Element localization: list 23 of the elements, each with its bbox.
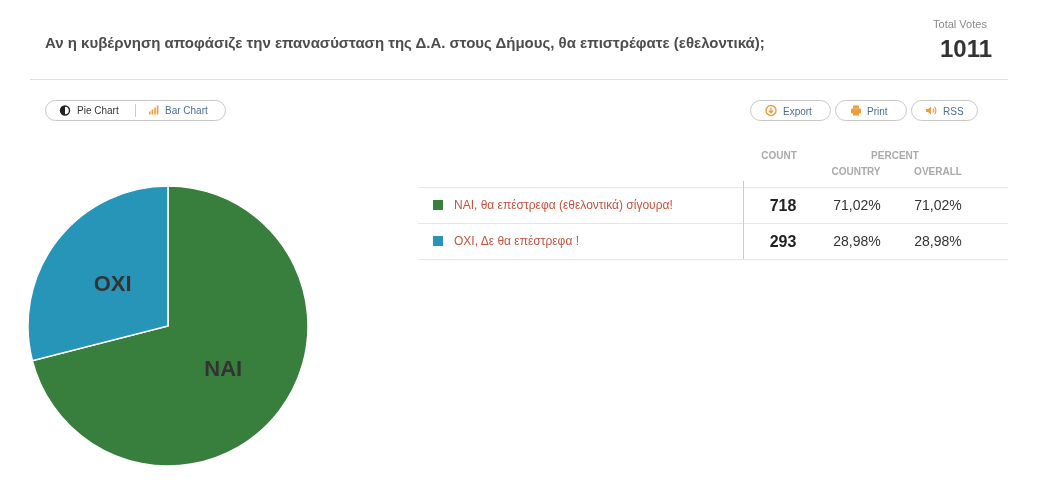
text: Pie Chart: [77, 105, 119, 116]
text: ΝΑΙ: [204, 356, 243, 382]
data-label: 718: [769, 197, 797, 214]
legend-label: ΟΧΙ, Δε θα επέστρεφα !: [454, 234, 580, 248]
text: 71,02%: [914, 197, 962, 213]
text: Bar Chart: [165, 105, 209, 116]
chart-title: Αν η κυβέρνηση αποφάσιζε την επανασύσταση της Δ.Α. στους Δήμους, θα επιστρέφατε (εθελοντικά);: [45, 34, 765, 51]
text: PERCENT: [871, 150, 919, 161]
text: 28,98%: [914, 233, 962, 249]
text: 71,02%: [833, 197, 881, 213]
text: 1011: [939, 35, 993, 62]
text: 28,98%: [833, 233, 881, 249]
text: OVERALL: [914, 166, 962, 177]
pie-slice: [31, 185, 309, 467]
text: ΟΧΙ: [93, 270, 132, 296]
text: COUNTRY: [831, 166, 881, 177]
text: Print: [867, 105, 888, 117]
text: RSS: [943, 105, 964, 117]
text: Total Votes: [933, 18, 988, 30]
text: COUNT: [761, 150, 797, 161]
legend-label: ΝΑΙ, θα επέστρεφα (εθελοντικά) σίγουρα!: [454, 198, 673, 212]
data-label: 293: [769, 233, 797, 250]
text: Export: [783, 105, 813, 117]
